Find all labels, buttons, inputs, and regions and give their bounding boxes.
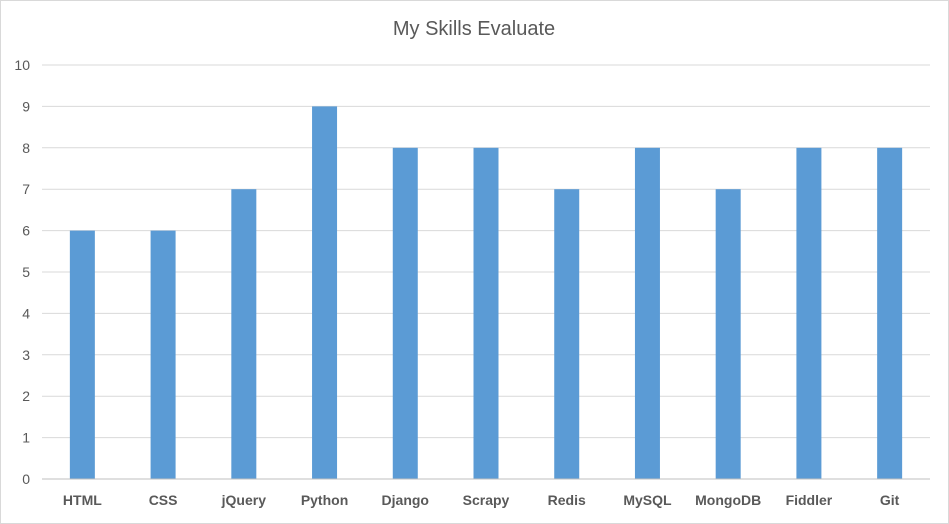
y-axis-ticks: 0 1 2 3 4 5 6 7 8 9 10 xyxy=(14,57,30,487)
x-category-label: Fiddler xyxy=(786,492,833,508)
y-tick-label: 1 xyxy=(22,430,30,446)
bar-redis xyxy=(554,189,580,479)
bar-python xyxy=(312,106,338,480)
x-category-label: Python xyxy=(301,492,348,508)
x-category-label: MySQL xyxy=(623,492,672,508)
bar-mysql xyxy=(634,147,660,480)
x-category-label: Scrapy xyxy=(463,492,510,508)
chart-title: My Skills Evaluate xyxy=(393,18,555,40)
bars xyxy=(69,106,903,480)
y-tick-label: 10 xyxy=(14,57,30,73)
y-tick-label: 9 xyxy=(22,98,30,114)
bar-fiddler xyxy=(796,147,822,480)
x-category-label: HTML xyxy=(63,492,102,508)
x-axis-categories: HTML CSS jQuery Python Django Scrapy Redis MySQ… xyxy=(63,492,900,508)
y-tick-label: 2 xyxy=(22,388,30,404)
y-tick-label: 7 xyxy=(22,181,30,197)
x-category-label: jQuery xyxy=(221,492,267,508)
x-category-label: CSS xyxy=(149,492,178,508)
x-category-label: Git xyxy=(880,492,900,508)
gridlines xyxy=(42,64,930,439)
bar-css xyxy=(150,230,176,479)
x-category-label: Redis xyxy=(548,492,586,508)
y-tick-label: 6 xyxy=(22,223,30,239)
bar-scrapy xyxy=(473,147,499,480)
y-tick-label: 3 xyxy=(22,347,30,363)
bar-git xyxy=(877,147,903,480)
y-tick-label: 0 xyxy=(22,471,30,487)
x-category-label: MongoDB xyxy=(695,492,761,508)
y-tick-label: 8 xyxy=(22,140,30,156)
bar-mongodb xyxy=(715,189,741,479)
y-tick-label: 4 xyxy=(22,305,30,321)
x-category-label: Django xyxy=(382,492,429,508)
y-tick-label: 5 xyxy=(22,264,30,280)
bar-jquery xyxy=(231,189,257,479)
bar-html xyxy=(69,230,95,479)
bar-django xyxy=(392,147,418,480)
